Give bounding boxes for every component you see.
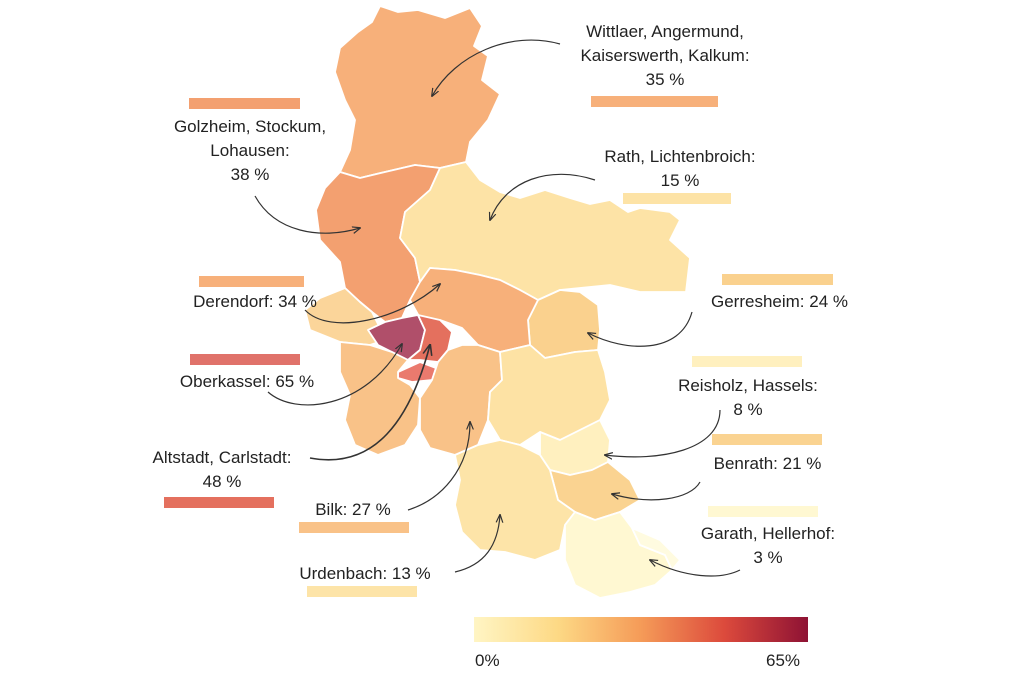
swatch-golzheim	[189, 98, 300, 109]
legend-max-label: 65%	[766, 651, 801, 670]
label-rath: Rath, Lichtenbroich: 15 %	[575, 145, 785, 193]
arrow-altstadt	[309, 345, 430, 461]
district-wittlaer	[334, 5, 501, 179]
swatch-altstadt	[164, 497, 274, 508]
district-shapes	[304, 5, 691, 599]
label-bilk-line1: Bilk: 27 %	[315, 500, 391, 519]
label-wittlaer-line1: Wittlaer, Angermund,	[586, 22, 744, 41]
arrow-gerresheim	[588, 311, 693, 347]
label-altstadt-line1: Altstadt, Carlstadt:	[152, 448, 292, 467]
arrow-wittlaer	[432, 39, 561, 96]
label-derendorf-line1: Derendorf: 34 %	[193, 292, 317, 311]
label-benrath: Benrath: 21 %	[690, 452, 845, 476]
label-oberkassel: Oberkassel: 65 %	[162, 370, 332, 394]
label-reisholz: Reisholz, Hassels: 8 %	[658, 374, 838, 422]
swatch-benrath	[712, 434, 822, 445]
district-garath	[564, 511, 673, 599]
district-hellerhof	[631, 527, 681, 571]
label-altstadt-line2: 48 %	[202, 472, 242, 491]
arrow-reisholz	[605, 409, 721, 457]
label-wittlaer-line2: Kaiserswerth, Kalkum:	[580, 46, 750, 65]
label-derendorf: Derendorf: 34 %	[170, 290, 340, 314]
label-golzheim: Golzheim, Stockum, Lohausen: 38 %	[145, 115, 355, 187]
swatch-wittlaer	[591, 96, 718, 107]
label-gerresheim: Gerresheim: 24 %	[692, 290, 867, 314]
label-golzheim-line1: Golzheim, Stockum,	[173, 117, 327, 136]
arrow-golzheim	[254, 195, 360, 233]
district-heerdt	[339, 341, 421, 456]
label-wittlaer-line3: 35 %	[645, 70, 685, 89]
label-urdenbach-line1: Urdenbach: 13 %	[299, 564, 431, 583]
swatch-bilk	[299, 522, 409, 533]
label-garath: Garath, Hellerhof: 3 %	[678, 522, 858, 570]
label-benrath-line1: Benrath: 21 %	[713, 454, 822, 473]
arrow-benrath	[612, 481, 701, 501]
label-golzheim-line2: Lohausen:	[210, 141, 290, 160]
label-wittlaer: Wittlaer, Angermund, Kaiserswerth, Kalku…	[555, 20, 775, 92]
swatch-oberkassel	[190, 354, 300, 365]
label-garath-line2: 3 %	[753, 548, 783, 567]
label-urdenbach: Urdenbach: 13 %	[280, 562, 450, 586]
leader-arrows	[254, 39, 741, 577]
swatch-garath	[708, 506, 818, 517]
arrow-derendorf	[304, 284, 440, 324]
swatch-reisholz	[692, 356, 802, 367]
label-rath-line1: Rath, Lichtenbroich:	[604, 147, 756, 166]
swatch-rath	[623, 193, 731, 204]
label-reisholz-line1: Reisholz, Hassels:	[678, 376, 818, 395]
arrow-bilk	[407, 422, 470, 511]
label-altstadt: Altstadt, Carlstadt: 48 %	[122, 446, 322, 494]
swatch-gerresheim	[722, 274, 833, 285]
label-golzheim-line3: 38 %	[230, 165, 270, 184]
arrow-rath	[490, 173, 596, 220]
arrow-garath	[650, 560, 741, 577]
legend-gradient-bar	[474, 617, 808, 642]
label-oberkassel-line1: Oberkassel: 65 %	[179, 372, 315, 391]
label-rath-line2: 15 %	[660, 171, 700, 190]
swatch-derendorf	[199, 276, 304, 287]
label-bilk: Bilk: 27 %	[298, 498, 408, 522]
label-gerresheim-line1: Gerresheim: 24 %	[711, 292, 848, 311]
arrow-urdenbach	[454, 515, 500, 573]
arrow-oberkassel	[267, 344, 402, 406]
label-garath-line1: Garath, Hellerhof:	[700, 524, 836, 543]
legend-min-label: 0%	[475, 651, 500, 670]
swatch-urdenbach	[307, 586, 417, 597]
district-altstadt	[407, 314, 453, 363]
label-reisholz-line2: 8 %	[733, 400, 763, 419]
